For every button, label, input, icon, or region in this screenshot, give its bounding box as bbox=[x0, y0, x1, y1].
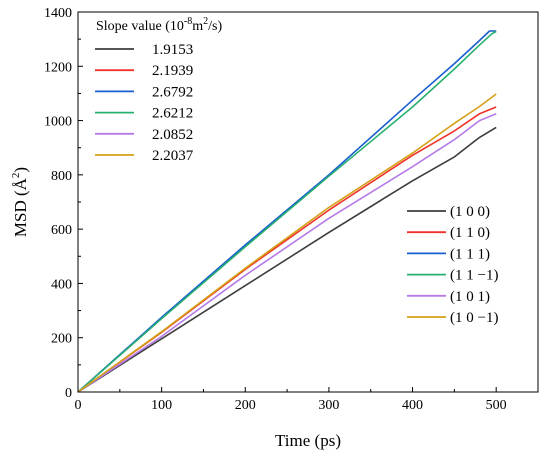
x-tick-label: 200 bbox=[235, 398, 256, 413]
x-tick-label: 500 bbox=[486, 398, 507, 413]
series-line-1-0-1 bbox=[77, 93, 497, 393]
axis-ticks: 0 100 200 300 400 500 0 200 400 600 800 1000 1200 140… bbox=[44, 6, 507, 413]
y-tick-label: 400 bbox=[51, 277, 72, 292]
plot-frame bbox=[77, 11, 539, 393]
slope-legend-value: 2.6212 bbox=[152, 106, 193, 122]
series-legend-label: (1 0 1) bbox=[450, 289, 490, 305]
x-tick-label: 0 bbox=[75, 398, 82, 413]
y-tick-label: 1200 bbox=[44, 60, 72, 75]
series-legend-label: (1 1 1) bbox=[450, 246, 490, 262]
series-legend-label: (1 0 0) bbox=[450, 204, 490, 220]
x-tick-label: 400 bbox=[402, 398, 423, 413]
series-line-1-1-0 bbox=[77, 106, 497, 393]
plot-lines bbox=[77, 30, 497, 393]
series-legend-label: (1 1 −1) bbox=[450, 268, 498, 284]
slope-legend-value: 2.0852 bbox=[152, 127, 193, 143]
slope-legend-value: 2.1939 bbox=[152, 63, 193, 79]
series-line-1-1-1 bbox=[77, 30, 497, 393]
slope-legend-value: 2.2037 bbox=[152, 148, 194, 164]
y-tick-label: 1000 bbox=[44, 115, 72, 130]
slope-legend-value: 2.6792 bbox=[152, 84, 193, 100]
series-legend-label: (1 1 0) bbox=[450, 225, 490, 241]
y-tick-label: 600 bbox=[51, 223, 72, 238]
y-tick-label: 800 bbox=[51, 169, 72, 184]
series-legend-label: (1 0 −1) bbox=[450, 310, 498, 326]
y-tick-label: 1400 bbox=[44, 6, 72, 21]
x-axis-label: Time (ps) bbox=[275, 431, 341, 450]
series-line-1-0-0 bbox=[77, 126, 497, 393]
slope-legend-value: 1.9153 bbox=[152, 42, 193, 58]
slope-legend-title: Slope value (10-8m2/s) bbox=[96, 16, 222, 34]
slope-legend: 1.9153 2.1939 2.6792 2.6212 2.0852 2.2037 bbox=[95, 42, 194, 164]
x-tick-label: 100 bbox=[151, 398, 172, 413]
series-legend: (1 0 0) (1 1 0) (1 1 1) (1 1 −1) (1 0 1) (1 0… bbox=[407, 204, 498, 326]
y-tick-label: 0 bbox=[65, 386, 72, 401]
y-tick-label: 200 bbox=[51, 332, 72, 347]
x-tick-label: 300 bbox=[318, 398, 339, 413]
series-line-1-1-1 bbox=[77, 30, 497, 393]
series-line-1-0-1 bbox=[77, 113, 497, 393]
y-axis-label: MSD (Å2) bbox=[10, 167, 30, 237]
